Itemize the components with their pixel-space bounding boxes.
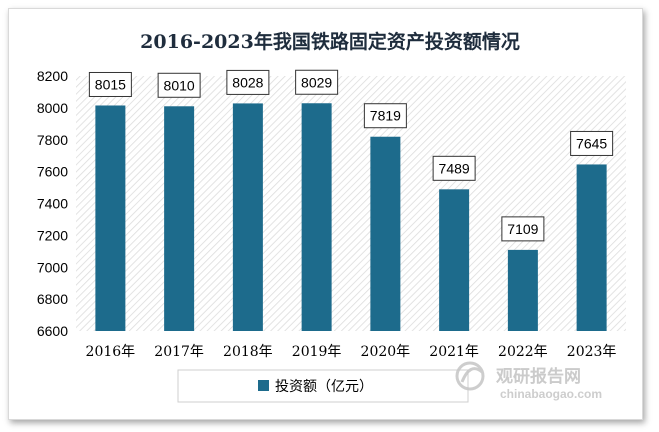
x-tick-label: 2017年 [154,344,204,360]
data-label-box [88,71,132,97]
y-tick-label: 8200 [37,68,68,84]
data-label: 8029 [301,74,332,90]
bar [232,103,263,331]
bar [439,189,470,331]
bar [95,105,126,331]
x-tick-label: 2018年 [223,344,273,360]
bar [164,106,195,331]
legend: 投资额（亿元） [177,369,469,403]
watermark: 观研报告网 chinabaogao.com [455,361,602,401]
legend-box [177,369,469,403]
plot-area-background [76,76,626,331]
y-tick-label: 7200 [37,227,68,243]
legend-swatch [258,380,269,391]
data-label: 7819 [370,108,401,124]
bar [576,164,607,331]
data-label-box [363,103,407,129]
x-tick-label: 2022年 [498,344,548,360]
y-tick-label: 8000 [37,100,68,116]
x-tick-label: 2016年 [86,344,136,360]
data-label-box [295,69,339,95]
y-tick-label: 7400 [37,196,68,212]
x-tick-label: 2019年 [292,344,342,360]
data-label-box [432,155,476,181]
watermark-logo-icon [455,361,485,391]
chart-title: 2016-2023年我国铁路固定资产投资额情况 [140,30,520,53]
data-labels: 8015 8010 8028 8029 7819 7489 7109 7645 [88,69,614,242]
data-label: 8010 [164,77,195,93]
data-label: 8015 [95,76,126,92]
data-label: 8028 [232,74,263,90]
data-label-box [226,69,270,95]
legend-label: 投资额（亿元） [275,379,373,395]
y-tick-label: 6800 [37,291,68,307]
x-tick-label: 2023年 [567,344,617,360]
data-label: 7489 [439,160,470,176]
y-tick-label: 7000 [37,259,68,275]
watermark-url: chinabaogao.com [500,387,602,401]
bar [507,249,538,331]
x-tick-label: 2021年 [429,344,479,360]
y-axis: 6600 6800 7000 7200 7400 7600 7800 8000 8200 [37,68,68,339]
watermark-text: 观研报告网 [495,366,581,387]
data-label: 7645 [576,135,607,151]
x-tick-label: 2020年 [361,344,411,360]
bar [301,103,332,331]
x-axis: 2016年 2017年 2018年 2019年 2020年 2021年 2022年 2023年 [86,344,617,360]
y-tick-label: 7600 [37,164,68,180]
data-label-box [570,130,614,156]
data-label-box [157,72,201,98]
y-tick-label: 6600 [37,323,68,339]
data-label: 7109 [507,221,538,237]
data-label-box [501,216,545,242]
bar-series [95,103,607,331]
y-tick-label: 7800 [37,132,68,148]
bar [370,136,401,331]
